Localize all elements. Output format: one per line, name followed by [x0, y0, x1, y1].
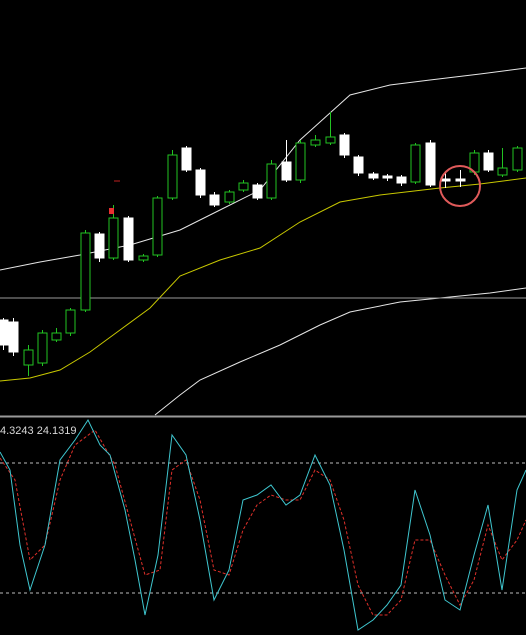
- candle-body: [295, 142, 306, 181]
- price-panel: [0, 67, 526, 416]
- candle-body: [281, 161, 292, 181]
- candle-body: [94, 233, 105, 259]
- candle-body: [266, 163, 277, 199]
- candle-body: [512, 147, 523, 171]
- candle-body: [80, 232, 91, 311]
- candle-body: [108, 217, 119, 259]
- candle-body: [0, 319, 9, 346]
- candle-body: [23, 349, 34, 366]
- candle-body: [396, 176, 407, 184]
- candle-body: [37, 332, 48, 364]
- candle-body: [310, 139, 321, 146]
- candle-body: [455, 178, 466, 182]
- indicator-values: 4.3243 24.1319: [0, 425, 76, 437]
- candle-body: [51, 332, 62, 341]
- candle-body: [497, 167, 508, 176]
- candle-body: [195, 169, 206, 196]
- candle-body: [339, 134, 350, 156]
- main-line: [0, 418, 526, 631]
- stochastic-panel: 4.3243 24.1319: [0, 418, 526, 631]
- highlight-circle: [439, 165, 481, 207]
- candle-body: [152, 197, 163, 256]
- candle-body: [8, 321, 19, 353]
- lower-band: [154, 287, 526, 416]
- candle-body: [167, 154, 178, 199]
- middle-band: [0, 177, 526, 382]
- candle-body: [65, 309, 76, 334]
- marker: [109, 208, 114, 214]
- candle-body: [209, 194, 220, 206]
- candle-body: [138, 255, 149, 261]
- candle-body: [252, 184, 263, 199]
- candle-body: [181, 147, 192, 171]
- candle-body: [224, 191, 235, 203]
- candle-body: [353, 156, 364, 174]
- candle-body: [425, 142, 436, 186]
- candle-body: [483, 152, 494, 171]
- candle-body: [440, 178, 451, 182]
- candle-body: [325, 136, 336, 144]
- candle-body: [123, 217, 134, 261]
- candle-body: [368, 173, 379, 179]
- signal-line: [0, 429, 526, 616]
- candle-body: [238, 182, 249, 191]
- candle-body: [410, 144, 421, 183]
- candle-body: [382, 175, 393, 179]
